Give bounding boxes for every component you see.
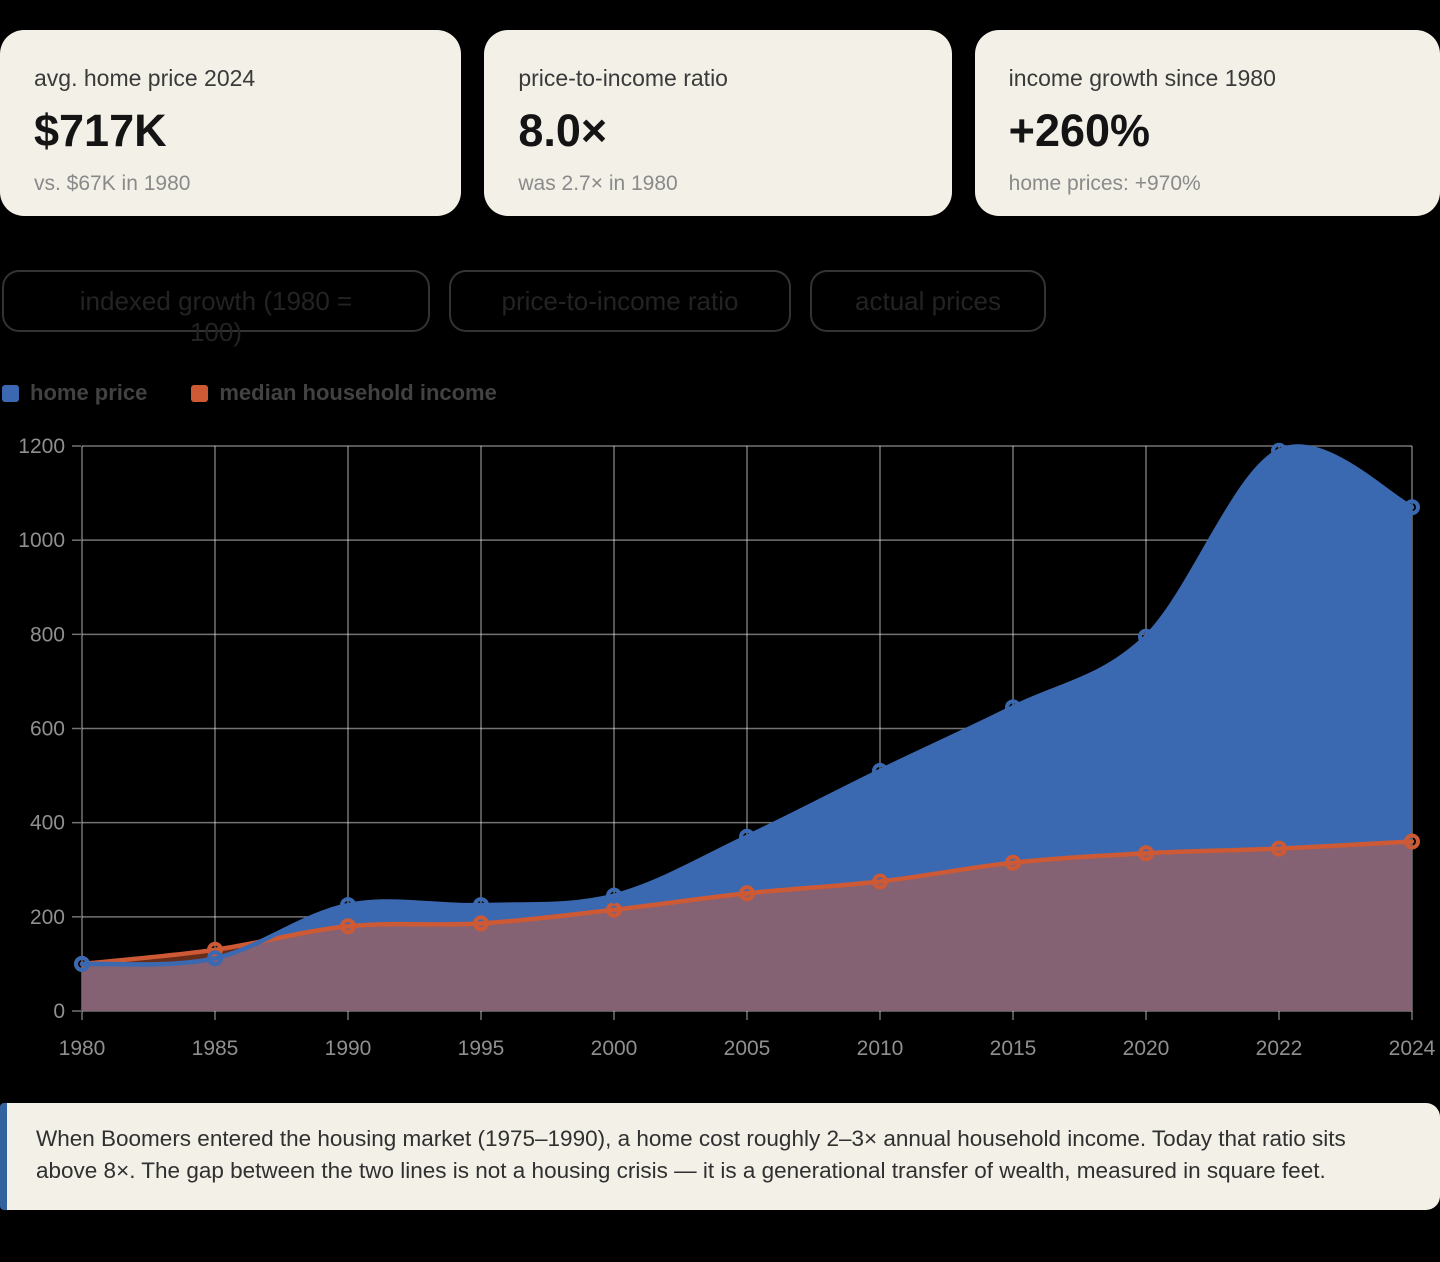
stat-label: price-to-income ratio xyxy=(518,65,728,91)
tab-label: indexed growth (1980 = 100) xyxy=(79,286,353,347)
svg-text:2010: 2010 xyxy=(857,1037,904,1060)
stat-subtext: vs. $67K in 1980 xyxy=(34,172,191,195)
chart-legend: home price median household income xyxy=(2,380,497,406)
stat-label: income growth since 1980 xyxy=(1008,65,1276,91)
stat-value: $717K xyxy=(34,105,167,156)
stat-value: +260% xyxy=(1008,105,1151,156)
area-chart: 0 200 400 600 800 1000 1200 1980 1985 1990 1995 200… xyxy=(18,435,1436,1060)
svg-text:1980: 1980 xyxy=(59,1037,106,1060)
legend-swatch-median-income xyxy=(191,384,209,402)
tab-indexed-growth[interactable]: indexed growth (1980 = 100) xyxy=(2,270,430,347)
svg-text:400: 400 xyxy=(30,812,65,835)
tab-price-to-income-ratio[interactable]: price-to-income ratio xyxy=(449,270,791,332)
stat-card-income-growth: income growth since 1980 +260% home pric… xyxy=(974,30,1440,216)
legend-label: median household income xyxy=(219,380,497,405)
tab-label: price-to-income ratio xyxy=(501,286,739,316)
legend-label: home price xyxy=(30,380,148,405)
svg-text:2022: 2022 xyxy=(1256,1037,1303,1060)
tab-label: actual prices xyxy=(855,286,1001,316)
legend-item-home-price[interactable]: home price xyxy=(2,380,147,406)
svg-text:200: 200 xyxy=(30,906,65,929)
tab-actual-prices[interactable]: actual prices xyxy=(810,270,1046,332)
svg-text:2024: 2024 xyxy=(1389,1037,1436,1060)
insight-text: When Boomers entered the housing market … xyxy=(36,1126,1346,1183)
legend-swatch-home-price xyxy=(2,384,19,402)
stat-subtext: home prices: +970% xyxy=(1008,172,1201,195)
svg-text:1985: 1985 xyxy=(192,1037,239,1060)
svg-text:1200: 1200 xyxy=(18,435,65,458)
svg-text:2005: 2005 xyxy=(724,1037,771,1060)
svg-text:800: 800 xyxy=(30,623,65,646)
stat-value: 8.0× xyxy=(518,105,608,156)
stat-card-avg-home-price: avg. home price 2024 $717K vs. $67K in 1… xyxy=(0,30,462,216)
svg-text:0: 0 xyxy=(53,1000,65,1023)
svg-text:2015: 2015 xyxy=(990,1037,1037,1060)
svg-text:1000: 1000 xyxy=(18,529,65,552)
insight-callout: When Boomers entered the housing market … xyxy=(0,1103,1440,1210)
svg-text:2020: 2020 xyxy=(1123,1037,1170,1060)
svg-text:600: 600 xyxy=(30,718,65,741)
stat-cards-row: avg. home price 2024 $717K vs. $67K in 1… xyxy=(0,30,1440,216)
svg-text:1995: 1995 xyxy=(458,1037,505,1060)
stat-label: avg. home price 2024 xyxy=(34,65,256,91)
svg-text:2000: 2000 xyxy=(591,1037,638,1060)
stat-subtext: was 2.7× in 1980 xyxy=(518,172,678,195)
legend-item-median-income[interactable]: median household income xyxy=(191,380,497,406)
svg-text:1990: 1990 xyxy=(325,1037,372,1060)
view-mode-tabs: indexed growth (1980 = 100) price-to-inc… xyxy=(2,270,1046,347)
stat-card-price-to-income: price-to-income ratio 8.0× was 2.7× in 1… xyxy=(484,30,952,216)
